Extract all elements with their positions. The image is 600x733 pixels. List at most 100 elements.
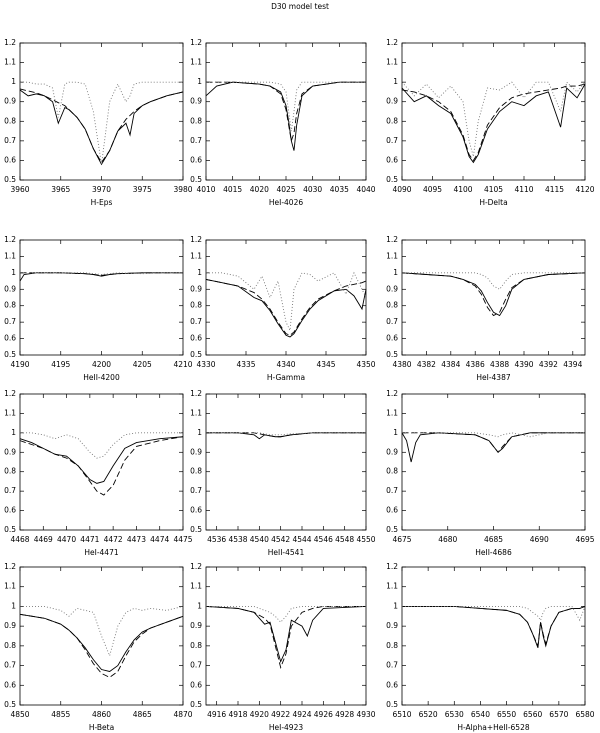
- y-tick-label: 1: [197, 77, 202, 86]
- y-tick-label: 0.5: [386, 525, 398, 534]
- x-tick-label: 4384: [441, 360, 460, 369]
- x-tick-label: 4685: [484, 535, 503, 544]
- x-tick-label: 4105: [484, 185, 503, 194]
- y-tick-label: 0.6: [4, 680, 16, 689]
- y-tick-label: 0.6: [190, 155, 202, 164]
- spectrum-line: [19, 613, 184, 672]
- y-tick-label: 1: [11, 428, 16, 437]
- y-tick-label: 0.7: [190, 661, 202, 670]
- x-tick-label: 4195: [51, 360, 70, 369]
- y-tick-label: 1: [11, 268, 16, 277]
- y-tick-label: 0.6: [190, 680, 202, 689]
- spectrum-line: [401, 272, 586, 317]
- y-tick-label: 0.5: [386, 700, 398, 709]
- spectrum-line: [19, 436, 184, 496]
- x-tick-label: 6510: [392, 710, 411, 719]
- y-tick-label: 0.6: [4, 155, 16, 164]
- x-tick-label: 4918: [228, 710, 247, 719]
- y-tick-label: 0.6: [4, 334, 16, 343]
- x-tick-label: 4916: [207, 710, 226, 719]
- y-tick-label: 0.9: [190, 97, 202, 106]
- y-tick-label: 1: [393, 268, 398, 277]
- x-tick-label: 6540: [471, 710, 490, 719]
- spectrum-line: [402, 605, 586, 622]
- y-tick-label: 1.1: [190, 408, 202, 417]
- spectrum-line: [20, 81, 183, 165]
- y-tick-label: 1.2: [4, 38, 16, 47]
- x-axis-label: HeI-4387: [476, 373, 510, 382]
- y-tick-label: 0.6: [386, 155, 398, 164]
- y-tick-label: 1.1: [4, 408, 16, 417]
- x-tick-label: 4025: [276, 185, 295, 194]
- x-tick-label: 4690: [530, 535, 549, 544]
- y-tick-label: 0.5: [4, 700, 16, 709]
- y-tick-label: 1: [197, 428, 202, 437]
- x-tick-label: 4345: [316, 360, 335, 369]
- x-axis-label: HeI-4026: [269, 198, 303, 207]
- x-tick-label: 4540: [250, 535, 269, 544]
- x-tick-label: 4205: [133, 360, 152, 369]
- y-tick-label: 0.5: [4, 175, 16, 184]
- x-axis-label: H-Eps: [91, 198, 113, 207]
- x-tick-label: 4680: [438, 535, 457, 544]
- y-tick-label: 0.6: [386, 334, 398, 343]
- y-tick-label: 1: [11, 601, 16, 610]
- y-tick-label: 0.5: [190, 350, 202, 359]
- x-tick-label: 4850: [10, 710, 29, 719]
- x-tick-label: 4920: [250, 710, 269, 719]
- y-tick-label: 0.7: [190, 136, 202, 145]
- y-tick-label: 0.8: [4, 301, 16, 310]
- y-tick-label: 0.9: [386, 447, 398, 456]
- spectrum-line: [402, 272, 585, 290]
- y-tick-label: 0.9: [386, 97, 398, 106]
- x-tick-label: 4924: [292, 710, 311, 719]
- spectrum-line: [206, 605, 366, 623]
- spectrum-line: [206, 432, 366, 436]
- spectrum-line: [206, 81, 366, 142]
- x-tick-label: 6560: [523, 710, 542, 719]
- y-tick-label: 1.2: [190, 562, 202, 571]
- plot-frame: [19, 393, 184, 531]
- y-tick-label: 0.7: [386, 486, 398, 495]
- plot-frame: [401, 42, 586, 181]
- spectrum-line: [401, 83, 586, 162]
- y-tick-label: 0.9: [4, 447, 16, 456]
- y-tick-label: 0.9: [190, 621, 202, 630]
- x-tick-label: 4015: [223, 185, 242, 194]
- x-tick-label: 4390: [514, 360, 533, 369]
- y-tick-label: 0.9: [190, 447, 202, 456]
- y-tick-label: 0.9: [4, 97, 16, 106]
- y-tick-label: 0.9: [4, 621, 16, 630]
- x-tick-label: 4675: [392, 535, 411, 544]
- x-tick-label: 4548: [335, 535, 354, 544]
- y-tick-label: 1.1: [386, 408, 398, 417]
- plot-frame: [205, 393, 367, 531]
- plot-frame: [205, 42, 367, 181]
- x-tick-label: 4382: [417, 360, 436, 369]
- y-tick-label: 0.5: [4, 525, 16, 534]
- y-tick-label: 1.1: [4, 582, 16, 591]
- x-tick-label: 4546: [314, 535, 333, 544]
- x-tick-label: 6520: [419, 710, 438, 719]
- spectrum-line: [402, 432, 585, 454]
- x-tick-label: 4020: [250, 185, 269, 194]
- x-axis-label: HeII-4541: [268, 548, 305, 557]
- y-tick-label: 1.2: [386, 389, 398, 398]
- plot-frame: [19, 42, 184, 181]
- y-tick-label: 1: [197, 601, 202, 610]
- x-tick-label: 4870: [173, 710, 192, 719]
- y-tick-label: 1.1: [190, 582, 202, 591]
- x-tick-label: 3960: [10, 185, 29, 194]
- x-tick-label: 4115: [545, 185, 564, 194]
- x-tick-label: 4860: [92, 710, 111, 719]
- x-axis-label: HeI-4923: [269, 723, 303, 732]
- spectrum-line: [401, 83, 586, 164]
- y-tick-label: 0.8: [386, 641, 398, 650]
- y-tick-label: 0.5: [386, 175, 398, 184]
- spectrum-line: [20, 432, 183, 459]
- x-tick-label: 4394: [563, 360, 582, 369]
- x-axis-label: HeII-4200: [83, 373, 120, 382]
- x-tick-label: 4035: [330, 185, 349, 194]
- x-tick-label: 4470: [57, 535, 76, 544]
- spectrum-line: [401, 432, 585, 463]
